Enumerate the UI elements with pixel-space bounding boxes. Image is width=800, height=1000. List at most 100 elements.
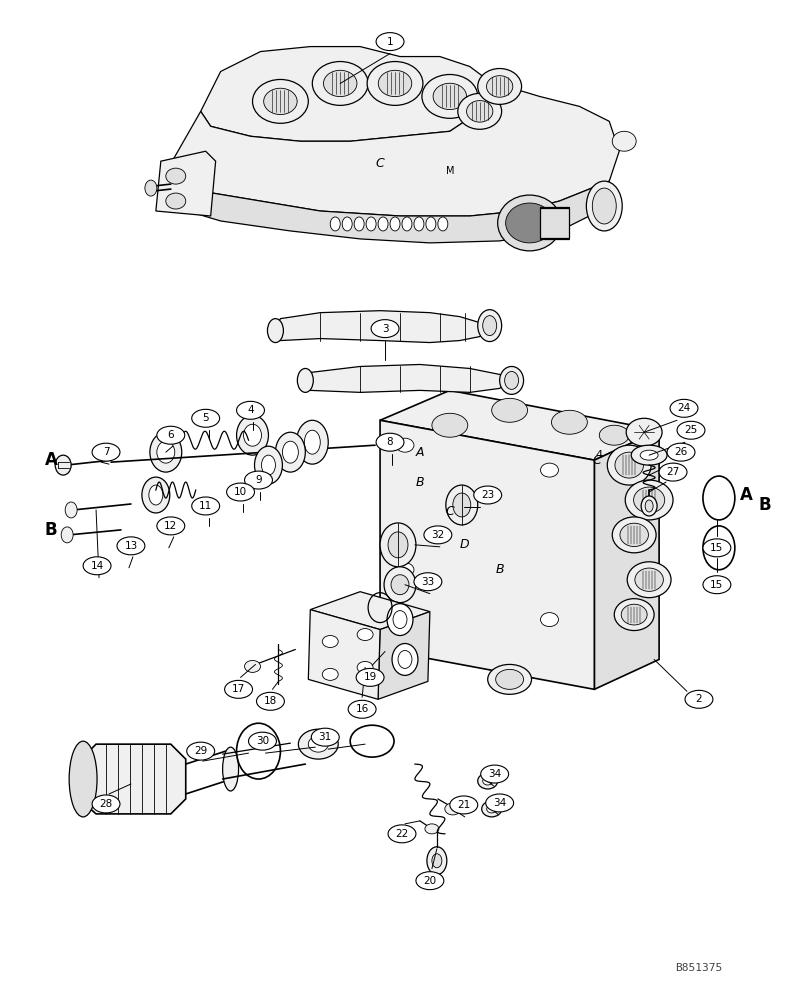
Ellipse shape: [614, 599, 654, 631]
Ellipse shape: [150, 432, 182, 472]
Text: B: B: [416, 476, 424, 489]
Ellipse shape: [667, 443, 695, 461]
Polygon shape: [275, 311, 490, 343]
Ellipse shape: [426, 217, 436, 231]
Ellipse shape: [486, 805, 497, 813]
Polygon shape: [161, 81, 619, 216]
Text: A: A: [740, 486, 754, 504]
Ellipse shape: [392, 644, 418, 675]
Ellipse shape: [311, 728, 339, 746]
Text: B: B: [758, 496, 771, 514]
Polygon shape: [378, 612, 430, 699]
Text: 14: 14: [90, 561, 104, 571]
Ellipse shape: [659, 463, 687, 481]
Ellipse shape: [612, 131, 636, 151]
Ellipse shape: [348, 700, 376, 718]
Ellipse shape: [607, 445, 651, 485]
Ellipse shape: [592, 188, 616, 224]
Ellipse shape: [157, 517, 185, 535]
Ellipse shape: [631, 445, 667, 465]
Text: C: C: [593, 454, 602, 467]
Ellipse shape: [620, 523, 649, 547]
Ellipse shape: [282, 441, 298, 463]
Text: 10: 10: [234, 487, 247, 497]
Ellipse shape: [446, 485, 478, 525]
Ellipse shape: [308, 736, 328, 752]
Ellipse shape: [245, 471, 273, 489]
Ellipse shape: [83, 557, 111, 575]
Ellipse shape: [615, 452, 643, 478]
Ellipse shape: [685, 690, 713, 708]
Ellipse shape: [222, 747, 238, 791]
Ellipse shape: [424, 526, 452, 544]
Ellipse shape: [387, 604, 413, 636]
Ellipse shape: [425, 824, 439, 834]
Ellipse shape: [92, 443, 120, 461]
Ellipse shape: [391, 575, 409, 595]
Ellipse shape: [670, 399, 698, 417]
Ellipse shape: [186, 742, 214, 760]
Ellipse shape: [498, 195, 562, 251]
Ellipse shape: [450, 796, 478, 814]
Text: 15: 15: [710, 580, 723, 590]
Ellipse shape: [267, 319, 283, 343]
Ellipse shape: [478, 69, 522, 104]
Text: 13: 13: [124, 541, 138, 551]
Ellipse shape: [117, 537, 145, 555]
Ellipse shape: [414, 573, 442, 591]
Ellipse shape: [414, 217, 424, 231]
Text: 4: 4: [247, 405, 254, 415]
Ellipse shape: [492, 398, 527, 422]
Ellipse shape: [551, 410, 587, 434]
Text: 7: 7: [102, 447, 110, 457]
Ellipse shape: [262, 455, 275, 475]
Ellipse shape: [249, 732, 277, 750]
Ellipse shape: [312, 62, 368, 105]
Ellipse shape: [357, 629, 373, 641]
Ellipse shape: [634, 487, 665, 513]
Ellipse shape: [402, 217, 412, 231]
Ellipse shape: [322, 668, 338, 680]
Ellipse shape: [432, 413, 468, 437]
Ellipse shape: [433, 83, 466, 110]
Ellipse shape: [192, 409, 220, 427]
Ellipse shape: [237, 401, 265, 419]
Text: B: B: [495, 563, 504, 576]
Ellipse shape: [398, 650, 412, 668]
Ellipse shape: [356, 668, 384, 686]
Ellipse shape: [149, 485, 163, 505]
Ellipse shape: [482, 801, 502, 817]
Text: D: D: [460, 538, 470, 551]
Ellipse shape: [225, 680, 253, 698]
Text: 15: 15: [710, 543, 723, 553]
Ellipse shape: [432, 854, 442, 868]
Ellipse shape: [496, 669, 523, 689]
Ellipse shape: [157, 426, 185, 444]
Ellipse shape: [466, 101, 493, 122]
Ellipse shape: [65, 502, 77, 518]
Text: 34: 34: [493, 798, 506, 808]
Ellipse shape: [488, 664, 531, 694]
Ellipse shape: [478, 773, 498, 789]
Polygon shape: [310, 592, 430, 630]
Ellipse shape: [622, 604, 647, 625]
Ellipse shape: [641, 496, 657, 516]
Ellipse shape: [388, 825, 416, 843]
Text: 25: 25: [684, 425, 698, 435]
Ellipse shape: [157, 441, 174, 463]
Text: 22: 22: [395, 829, 409, 839]
Text: 28: 28: [99, 799, 113, 809]
Text: 33: 33: [422, 577, 434, 587]
Ellipse shape: [427, 847, 447, 875]
Polygon shape: [594, 430, 659, 689]
Text: 11: 11: [199, 501, 212, 511]
Ellipse shape: [253, 79, 308, 123]
Ellipse shape: [237, 415, 269, 455]
Ellipse shape: [393, 611, 407, 629]
Ellipse shape: [640, 450, 658, 460]
Ellipse shape: [245, 660, 261, 672]
Polygon shape: [306, 364, 510, 392]
Text: 5: 5: [202, 413, 209, 423]
Ellipse shape: [445, 803, 461, 815]
Ellipse shape: [376, 433, 404, 451]
